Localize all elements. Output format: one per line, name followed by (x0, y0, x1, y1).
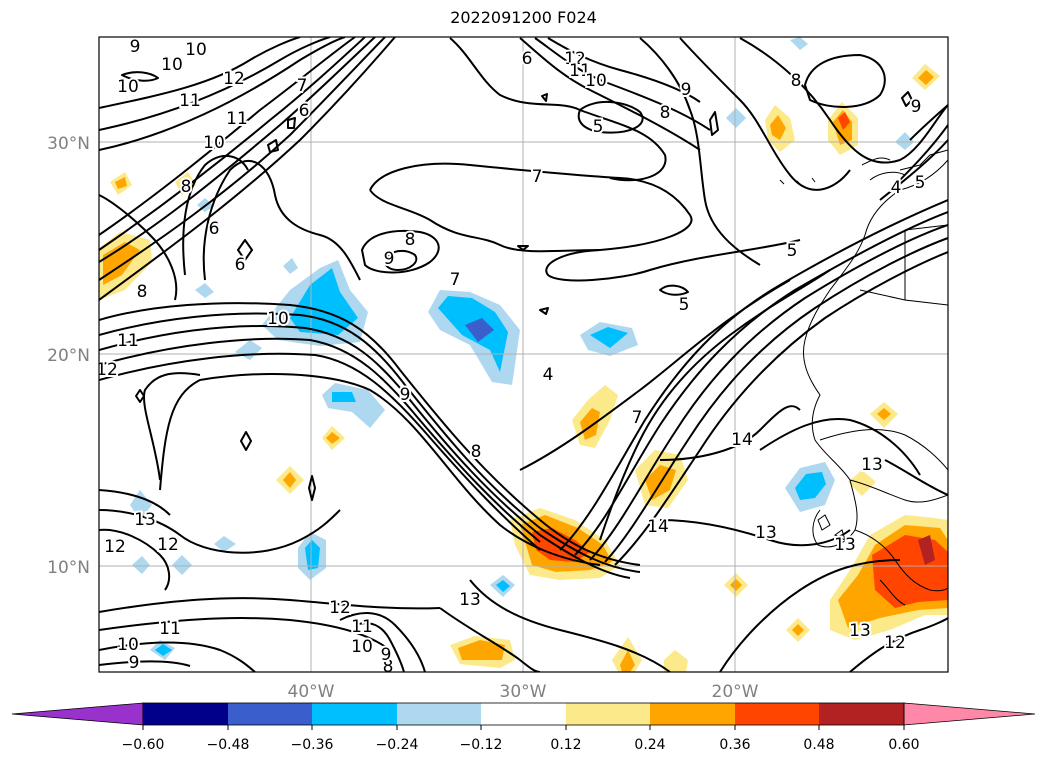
contour-label: 13 (134, 510, 156, 530)
graticule (99, 37, 948, 672)
contour-label: 12 (96, 360, 118, 380)
contour-label: 9 (129, 653, 140, 673)
map-frame (98, 36, 949, 673)
contour-label: 6 (209, 219, 220, 239)
colorbar-tick-label: 0.12 (550, 737, 581, 753)
contour-label: 9 (911, 97, 922, 117)
contour-label: 8 (137, 282, 148, 302)
contour-label: 10 (185, 40, 207, 60)
contour-label: 9 (400, 385, 411, 405)
contour-label: 9 (384, 249, 395, 269)
contour-label: 8 (660, 103, 671, 123)
contour-label: 13 (849, 621, 871, 641)
contour-label: 12 (157, 535, 179, 555)
contour-label: 10 (351, 637, 373, 657)
contour-label: 11 (226, 109, 248, 129)
contour-label: 12 (223, 69, 245, 89)
contour-label: 12 (329, 598, 351, 618)
colorbar-tick-label: 0.48 (803, 737, 834, 753)
contour-label: 13 (459, 590, 481, 610)
coastlines (779, 149, 948, 606)
contour-label: 6 (299, 101, 310, 121)
contour-label: 5 (787, 241, 798, 261)
contour-label: 11 (351, 617, 373, 637)
contour-label: 11 (179, 91, 201, 111)
contour-label: 10 (117, 635, 139, 655)
contour-label: 10 (117, 77, 139, 97)
contour-label: 10 (267, 309, 289, 329)
contour-label: 8 (471, 442, 482, 462)
contour-label: 12 (104, 537, 126, 557)
contour-label: 7 (532, 167, 543, 187)
lon-label-20w: 20°W (712, 682, 759, 702)
contour-label: 6 (522, 49, 533, 69)
contour-label: 7 (450, 270, 461, 290)
colorbar-tick-label: 0.36 (719, 737, 750, 753)
colorbar-tick-label: −0.60 (122, 737, 165, 753)
contour-label: 10 (203, 133, 225, 153)
contour-label: 13 (861, 455, 883, 475)
contour-label: 7 (632, 408, 643, 428)
contour-label: 8 (383, 657, 394, 677)
lon-label-30w: 30°W (500, 682, 547, 702)
colorbar-tick-label: 0.24 (634, 737, 665, 753)
contour-label: 10 (585, 71, 607, 91)
contour-label: 10 (161, 55, 183, 75)
contour-label: 4 (891, 178, 902, 198)
map-title: 2022091200 F024 (450, 8, 597, 27)
contour-label: 5 (679, 295, 690, 315)
lon-label-40w: 40°W (288, 682, 335, 702)
contour-label: 12 (884, 633, 906, 653)
contour-label: 9 (130, 37, 141, 57)
contour-label: 9 (681, 80, 692, 100)
contour-label: 8 (181, 177, 192, 197)
contour-label: 7 (297, 76, 308, 96)
contour-label: 11 (569, 61, 591, 81)
contour-label: 13 (755, 523, 777, 543)
contour-label: 12 (564, 49, 586, 69)
contour-label: 8 (405, 230, 416, 250)
contour-label: 6 (235, 255, 246, 275)
colorbar: −0.60 −0.48 −0.36 −0.24 −0.12 0.12 0.24 … (11, 702, 1036, 753)
contour-label: 4 (543, 365, 554, 385)
lat-label-30n: 30°N (47, 134, 90, 154)
colorbar-tick-label: −0.48 (207, 737, 250, 753)
colorbar-tick-label: −0.12 (460, 737, 503, 753)
contour-label: 13 (834, 535, 856, 555)
contour-label: 5 (593, 117, 604, 137)
map-area: 9 10 10 12 10 11 11 10 7 6 8 6 8 6 9 8 7… (96, 37, 948, 677)
contour-labels: 9 10 10 12 10 11 11 10 7 6 8 6 8 6 9 8 7… (96, 37, 927, 677)
contour-label: 8 (791, 71, 802, 91)
colorbar-tick-label: 0.60 (888, 737, 919, 753)
contour-label: 5 (915, 173, 926, 193)
colorbar-tick-label: −0.36 (291, 737, 334, 753)
contour-lines (99, 37, 948, 672)
contour-label: 14 (731, 430, 753, 450)
colorbar-tick-label: −0.24 (376, 737, 419, 753)
lat-label-10n: 10°N (47, 558, 90, 578)
contour-label: 11 (117, 331, 139, 351)
contour-label: 14 (647, 517, 669, 537)
contour-label: 11 (159, 619, 181, 639)
contour-label: 9 (381, 645, 392, 665)
colorbar-ticks (142, 725, 905, 730)
lat-label-20n: 20°N (47, 346, 90, 366)
